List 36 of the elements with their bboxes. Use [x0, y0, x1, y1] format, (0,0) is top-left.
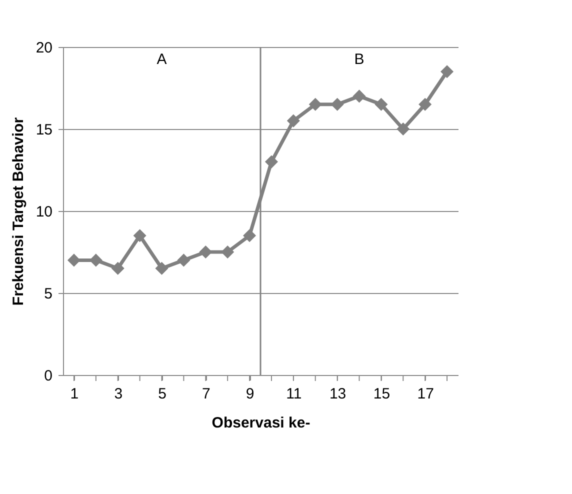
x-tick-label: 7 — [202, 386, 210, 402]
y-tick-label: 5 — [44, 286, 52, 302]
x-tick-label: 5 — [158, 386, 166, 402]
point — [177, 254, 190, 267]
point — [111, 262, 124, 275]
x-tick-label: 11 — [286, 386, 302, 402]
point — [89, 254, 102, 267]
point — [155, 262, 168, 275]
point — [374, 98, 388, 111]
point — [440, 65, 454, 78]
point — [67, 254, 80, 267]
y-tick-label: 10 — [36, 204, 52, 220]
point — [199, 245, 212, 259]
x-tick-label: 13 — [329, 386, 346, 402]
x-tick-label: 9 — [246, 386, 254, 402]
point — [330, 98, 344, 111]
annotation: B — [354, 51, 364, 68]
x-tick-label: 1 — [70, 386, 79, 402]
point — [286, 114, 300, 128]
point — [308, 98, 322, 111]
point — [264, 155, 278, 168]
x-axis-title: Observasi ke- — [212, 414, 310, 432]
y-tick-label: 15 — [36, 122, 52, 138]
point — [352, 90, 366, 103]
y-tick-label: 0 — [44, 368, 52, 384]
point — [243, 229, 256, 242]
point — [133, 229, 146, 242]
point — [396, 122, 410, 136]
point — [418, 98, 432, 111]
y-tick-label: 20 — [36, 40, 52, 56]
y-axis-title: Frekuensi Target Behavior — [10, 117, 27, 306]
point — [221, 245, 234, 259]
x-tick-label: 17 — [417, 386, 434, 402]
x-tick-label: 15 — [373, 386, 390, 402]
x-tick-label: 3 — [114, 386, 123, 402]
annotation: A — [156, 51, 167, 68]
